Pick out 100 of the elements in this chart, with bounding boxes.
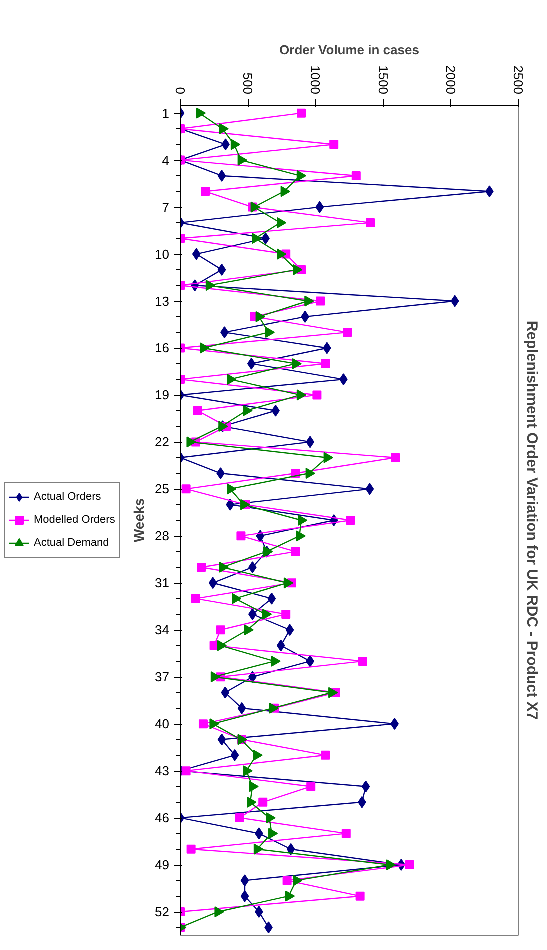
point	[193, 406, 202, 416]
point	[198, 720, 208, 729]
point	[243, 766, 253, 777]
point	[214, 906, 224, 918]
point	[296, 530, 306, 542]
point	[230, 749, 240, 762]
point	[186, 844, 196, 854]
point	[312, 390, 322, 400]
point	[240, 890, 250, 902]
point	[191, 594, 200, 604]
point	[252, 233, 262, 244]
point	[201, 187, 210, 196]
point	[210, 672, 221, 683]
point	[362, 780, 370, 793]
point	[285, 890, 296, 902]
y-tick-label: 19	[155, 388, 170, 403]
y-tick-label: 40	[155, 716, 170, 732]
point	[232, 593, 242, 604]
point	[197, 562, 206, 572]
y-tick-label: 10	[155, 246, 170, 262]
x-tick-label: 0	[173, 87, 188, 95]
point	[236, 532, 246, 541]
point	[266, 812, 276, 824]
y-tick-label: 49	[155, 858, 170, 873]
point	[217, 640, 228, 652]
y-tick-label: 13	[155, 294, 170, 309]
y-axis-title: Weeks	[131, 498, 148, 543]
legend-label: Actual Orders	[34, 491, 102, 503]
point	[386, 860, 396, 871]
point	[238, 702, 246, 714]
text: Replenishment Order Variation for UK RDC - Product X7	[524, 320, 540, 720]
point	[219, 123, 229, 134]
point	[262, 608, 272, 620]
point	[297, 108, 306, 118]
y-tick-label: 4	[162, 152, 170, 168]
point	[346, 516, 356, 525]
point	[249, 781, 259, 792]
point	[296, 170, 307, 182]
y-tick-label: 34	[155, 622, 170, 638]
point	[206, 280, 216, 292]
point	[227, 374, 237, 386]
legend-label: Modelled Orders	[34, 514, 116, 526]
point	[186, 436, 196, 448]
point	[366, 483, 374, 496]
point	[226, 498, 235, 511]
point	[343, 328, 352, 338]
point	[254, 844, 264, 855]
point	[221, 686, 230, 699]
point	[324, 452, 334, 464]
point	[256, 311, 266, 322]
point	[330, 140, 339, 150]
point	[282, 876, 292, 886]
point	[391, 453, 400, 462]
point	[182, 484, 191, 494]
point	[218, 170, 226, 182]
point	[258, 798, 268, 807]
point	[247, 358, 256, 370]
point	[298, 515, 308, 526]
point	[296, 390, 307, 401]
x-tick-label: 2500	[511, 66, 526, 94]
point	[192, 248, 201, 260]
point	[277, 217, 287, 228]
point	[230, 139, 241, 150]
point	[316, 201, 324, 214]
point	[216, 626, 226, 635]
y-tick-label: 52	[155, 904, 170, 920]
point	[276, 640, 286, 652]
point	[280, 186, 290, 198]
point	[306, 782, 316, 792]
point	[286, 624, 294, 636]
point	[218, 264, 226, 276]
point	[243, 405, 253, 416]
y-tick-label: 28	[155, 528, 170, 544]
y-tick-label: 43	[155, 764, 170, 779]
y-tick-label: 37	[155, 670, 170, 685]
legend-label: Actual Demand	[34, 537, 110, 549]
point	[342, 829, 351, 838]
point	[291, 547, 300, 556]
point	[265, 327, 276, 338]
point	[286, 843, 296, 856]
point	[366, 218, 376, 228]
point	[244, 624, 254, 636]
point	[358, 656, 368, 666]
point	[306, 468, 316, 480]
x-tick-label: 500	[240, 72, 256, 95]
point	[316, 296, 326, 306]
point	[293, 264, 303, 276]
point	[235, 814, 244, 823]
y-tick-label: 1	[162, 106, 170, 121]
point	[292, 358, 302, 370]
x-tick-label: 1500	[376, 66, 391, 94]
x-tick-label: 1000	[308, 66, 324, 94]
point	[218, 734, 226, 746]
point	[247, 796, 257, 808]
point	[352, 171, 361, 180]
point	[284, 578, 294, 589]
y-tick-label: 25	[155, 482, 170, 497]
point	[196, 108, 206, 119]
y-tick-label: 22	[155, 434, 170, 450]
point	[405, 860, 414, 870]
